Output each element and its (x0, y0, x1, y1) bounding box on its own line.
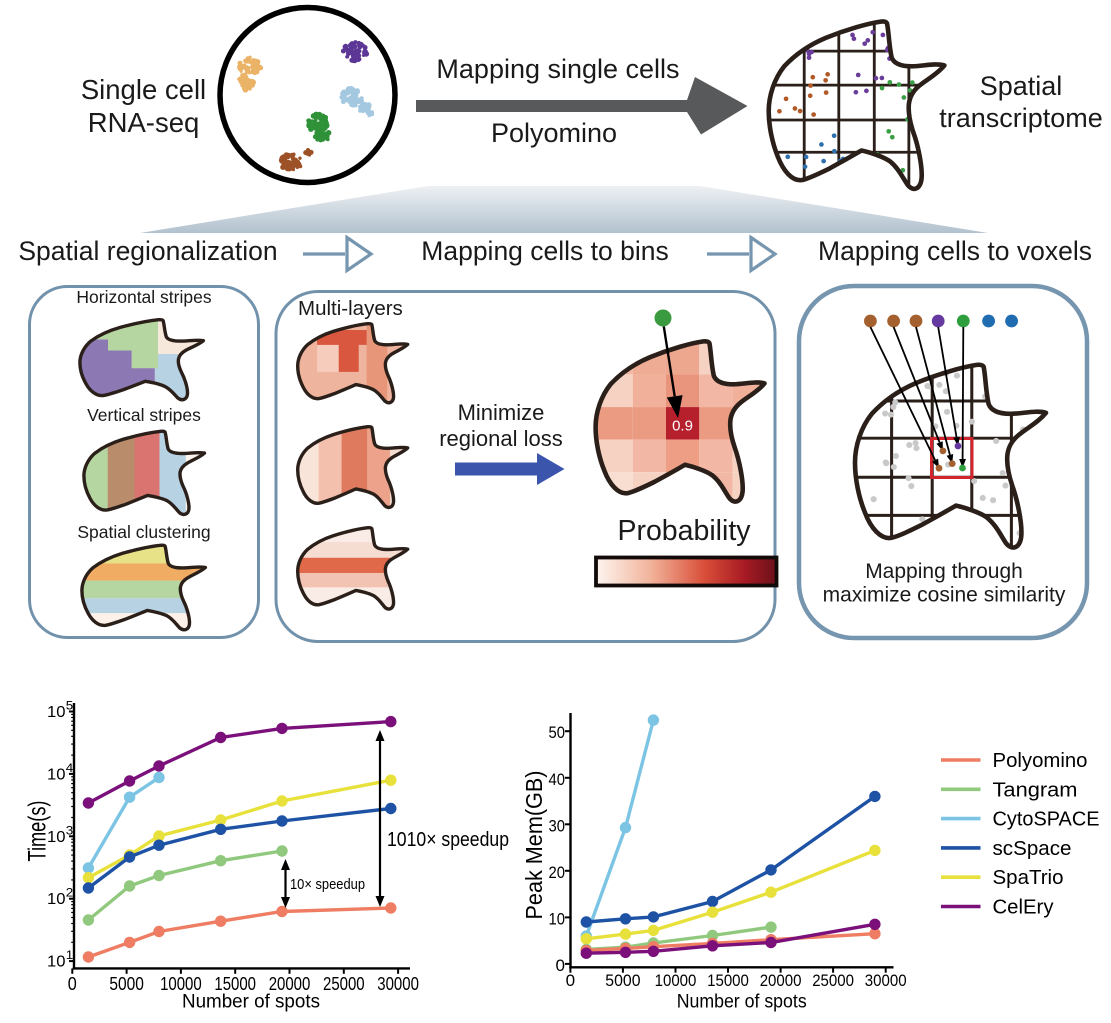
svg-text:Mapping cells to bins: Mapping cells to bins (421, 236, 668, 266)
svg-text:Multi-layers: Multi-layers (298, 297, 403, 320)
svg-text:Probability: Probability (617, 515, 751, 547)
svg-text:Spatial clustering: Spatial clustering (77, 522, 210, 542)
svg-text:1010× speedup: 1010× speedup (387, 829, 509, 851)
svg-text:Single cell: Single cell (81, 74, 206, 105)
svg-text:Polyomino: Polyomino (993, 749, 1088, 772)
svg-text:Number of spots: Number of spots (677, 992, 807, 1013)
svg-text:20: 20 (549, 863, 566, 882)
svg-text:15000: 15000 (214, 974, 256, 994)
svg-text:10: 10 (47, 704, 66, 721)
svg-text:25000: 25000 (812, 972, 854, 990)
svg-text:Mapping single cells: Mapping single cells (436, 54, 679, 84)
svg-text:10: 10 (47, 891, 66, 908)
svg-text:transcriptome: transcriptome (939, 103, 1103, 133)
svg-text:5000: 5000 (109, 974, 144, 994)
svg-text:10: 10 (549, 909, 566, 928)
svg-text:SpaTrio: SpaTrio (993, 866, 1064, 889)
svg-text:20000: 20000 (269, 974, 311, 994)
svg-text:20000: 20000 (760, 972, 802, 990)
svg-text:Polyomino: Polyomino (491, 118, 617, 148)
svg-text:0: 0 (68, 974, 77, 994)
svg-text:4: 4 (66, 761, 74, 775)
svg-text:1: 1 (66, 948, 74, 962)
svg-text:30000: 30000 (377, 974, 419, 994)
svg-text:30: 30 (549, 816, 566, 835)
svg-text:RNA-seq: RNA-seq (88, 107, 200, 138)
svg-text:Horizontal stripes: Horizontal stripes (76, 287, 211, 307)
svg-text:0: 0 (566, 972, 576, 990)
svg-text:3: 3 (66, 823, 74, 837)
svg-text:Vertical stripes: Vertical stripes (87, 405, 201, 425)
svg-text:10000: 10000 (655, 972, 697, 990)
svg-text:Number of spots: Number of spots (182, 991, 320, 1012)
svg-text:10: 10 (47, 829, 66, 846)
svg-text:Mapping through: Mapping through (865, 560, 1023, 583)
svg-text:Mapping cells to voxels: Mapping cells to voxels (818, 236, 1092, 266)
svg-text:Spatial: Spatial (980, 71, 1063, 101)
svg-text:Tangram: Tangram (993, 778, 1078, 801)
svg-text:Minimize: Minimize (458, 400, 545, 425)
svg-text:Spatial regionalization: Spatial regionalization (18, 236, 277, 266)
svg-text:5: 5 (66, 699, 74, 713)
svg-text:15000: 15000 (707, 972, 749, 990)
svg-text:10000: 10000 (160, 974, 202, 994)
svg-text:30000: 30000 (865, 972, 907, 990)
svg-text:40: 40 (549, 770, 566, 789)
svg-text:2: 2 (66, 886, 74, 900)
svg-text:5000: 5000 (605, 972, 640, 990)
svg-text:50: 50 (549, 723, 566, 742)
svg-text:CelEry: CelEry (993, 896, 1055, 919)
svg-text:scSpace: scSpace (993, 837, 1072, 860)
svg-text:maximize cosine similarity: maximize cosine similarity (823, 584, 1066, 607)
svg-text:CytoSPACE: CytoSPACE (993, 808, 1100, 831)
svg-text:10× speedup: 10× speedup (290, 876, 365, 893)
svg-text:0.9: 0.9 (672, 418, 693, 435)
svg-text:10: 10 (47, 766, 66, 783)
svg-text:25000: 25000 (323, 974, 365, 994)
svg-text:Time(s): Time(s) (24, 801, 52, 862)
svg-text:regional loss: regional loss (439, 426, 563, 451)
svg-text:Peak Mem(GB): Peak Mem(GB) (521, 771, 547, 920)
svg-text:0: 0 (556, 956, 566, 975)
svg-text:10: 10 (47, 954, 66, 971)
